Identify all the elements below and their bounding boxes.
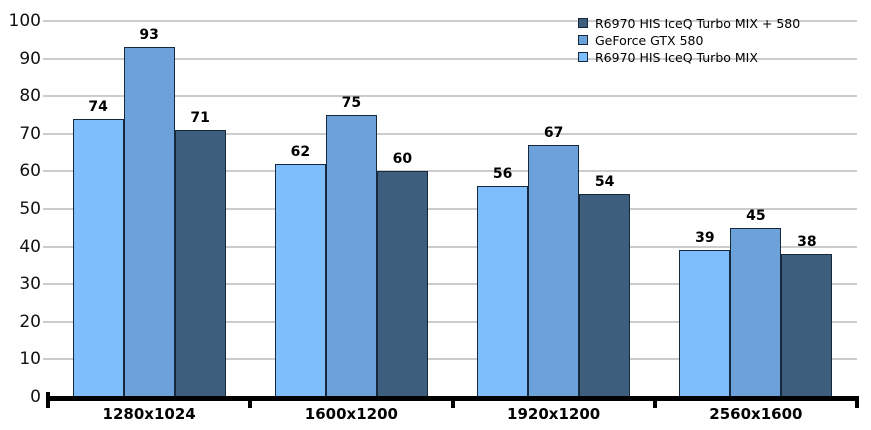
bar-r6970-his-iceq-turbo-mix-580-1920x1200: [579, 193, 631, 398]
x-axis-tick: [46, 392, 50, 408]
x-axis-label: 1920x1200: [507, 405, 601, 423]
gridline: [43, 95, 857, 98]
gridline: [43, 320, 857, 323]
legend: R6970 HIS IceQ Turbo MIX + 580 GeForce GT…: [578, 15, 800, 66]
bar-geforce-gtx-580-1280x1024: [123, 47, 175, 398]
y-axis-label: 0: [30, 387, 41, 407]
legend-label: R6970 HIS IceQ Turbo MIX: [595, 49, 758, 65]
bar-value-label: 54: [594, 173, 615, 190]
y-axis-label: 80: [19, 86, 41, 107]
x-axis-label: 1280x1024: [102, 405, 196, 423]
y-axis-label: 20: [19, 311, 41, 332]
gridline: [43, 245, 857, 248]
bar-r6970-his-iceq-turbo-mix-2560x1600: [679, 250, 731, 398]
y-axis-label: 10: [19, 349, 41, 370]
bar-value-label: 39: [695, 230, 715, 247]
y-axis-label: 30: [19, 274, 41, 295]
legend-label: GeForce GTX 580: [595, 32, 704, 48]
legend-item: R6970 HIS IceQ Turbo MIX: [578, 49, 800, 65]
y-axis-label: 90: [19, 48, 41, 69]
bar-r6970-his-iceq-turbo-mix-580-1600x1200: [376, 171, 428, 398]
gridline: [43, 208, 857, 210]
bar-geforce-gtx-580-2560x1600: [730, 227, 782, 398]
bar-geforce-gtx-580-1600x1200: [325, 115, 377, 398]
bar-r6970-his-iceq-turbo-mix-1920x1200: [477, 186, 529, 398]
x-axis-tick: [451, 396, 455, 408]
y-axis-label: 60: [19, 161, 41, 182]
x-axis-tick: [653, 396, 657, 408]
bar-value-label: 60: [392, 151, 413, 168]
bar-r6970-his-iceq-turbo-mix-1280x1024: [72, 118, 124, 398]
bar-value-label: 75: [341, 95, 362, 111]
bar-value-label: 56: [492, 166, 513, 183]
bar-value-label: 93: [139, 27, 159, 44]
legend-item: R6970 HIS IceQ Turbo MIX + 580: [578, 15, 800, 31]
gridline: [43, 20, 857, 22]
bar-value-label: 38: [797, 234, 817, 251]
gridline: [43, 57, 857, 60]
x-axis-tick: [855, 396, 859, 408]
bar-r6970-his-iceq-turbo-mix-580-2560x1600: [781, 254, 833, 398]
bar-value-label: 45: [746, 207, 766, 224]
x-axis-tick: [248, 396, 252, 408]
y-axis-label: 70: [19, 123, 41, 144]
legend-label: R6970 HIS IceQ Turbo MIX + 580: [595, 15, 801, 31]
legend-item: GeForce GTX 580: [578, 32, 800, 48]
y-axis-label: 50: [19, 199, 41, 219]
legend-swatch: [578, 52, 588, 62]
y-axis-label: 100: [8, 11, 41, 31]
legend-swatch: [578, 35, 588, 45]
bar-value-label: 71: [190, 110, 210, 127]
legend-swatch: [578, 18, 588, 28]
gridline: [43, 132, 857, 135]
bar-value-label: 67: [543, 125, 564, 142]
gridline: [43, 170, 857, 173]
bar-value-label: 62: [290, 143, 311, 160]
gridline: [43, 283, 857, 286]
x-axis-label: 2560x1600: [709, 405, 803, 423]
y-axis-label: 40: [19, 236, 41, 257]
gridline: [43, 358, 857, 361]
bar-value-label: 74: [88, 98, 108, 115]
x-axis-label: 1600x1200: [304, 405, 398, 423]
bar-geforce-gtx-580-1920x1200: [528, 145, 580, 398]
bar-r6970-his-iceq-turbo-mix-1600x1200: [274, 163, 326, 398]
bar-r6970-his-iceq-turbo-mix-580-1280x1024: [174, 130, 226, 398]
